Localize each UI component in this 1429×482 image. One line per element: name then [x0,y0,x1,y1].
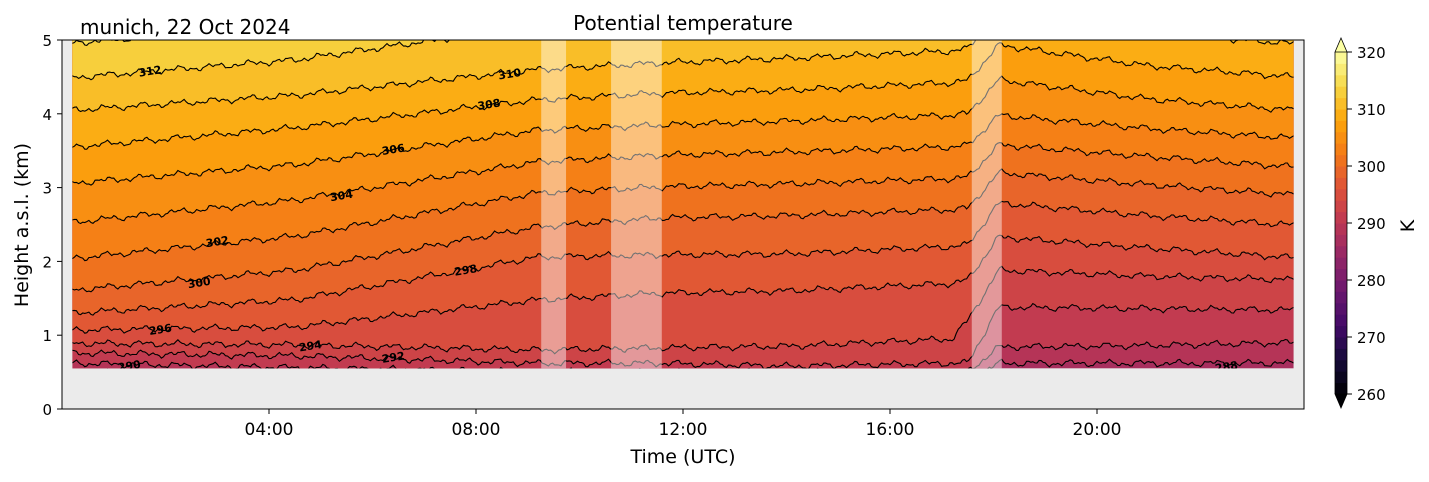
colorbar-segment [1335,359,1347,372]
contour-line-306 [72,75,1294,186]
contour-line-294 [72,265,1294,355]
colorbar-tick-label: 280 [1357,272,1386,290]
colorbar-segment [1335,211,1347,224]
colorbar-tick-label: 320 [1357,44,1386,62]
contour-label: 304 [329,188,354,204]
colorbar-segment [1335,325,1347,338]
colorbar-segment [1335,314,1347,327]
missing-data-gap [971,40,1002,369]
y-tick-label: 4 [42,106,52,124]
contour-label: 312 [138,63,163,79]
colorbar-segment [1335,245,1347,258]
colorbar-segment [1335,97,1347,110]
contour-line-308 [72,42,1294,150]
colorbar-segment [1335,223,1347,235]
contour-line-290 [72,338,1294,369]
y-tick-label: 2 [42,253,52,271]
contour-label: 302 [205,234,230,250]
band-above-310 [72,40,1294,112]
colorbar-tick-label: 260 [1357,386,1386,404]
colorbar-tick-label: 270 [1357,329,1386,347]
missing-data-gap [611,40,662,369]
colorbar-segment [1335,154,1347,167]
y-axis-label: Height a.s.l. (km) [11,143,33,307]
contour-line-292 [72,302,1294,369]
x-tick-label: 16:00 [866,420,915,440]
x-tick-label: 08:00 [452,420,501,440]
contour-label: 292 [381,349,406,365]
contour-line-302 [72,142,1294,262]
colorbar-segment [1335,177,1347,190]
x-tick-label: 04:00 [245,420,294,440]
x-tick-label: 20:00 [1073,420,1122,440]
chart-subtitle: munich, 22 Oct 2024 [80,15,290,39]
contour-line-298 [72,200,1294,316]
colorbar-segment [1335,86,1347,99]
data-field: 312 310 308 306 304 302 300 298 296 294 292 290 288 [72,40,1294,375]
contour-label: 288 [1214,359,1239,375]
colorbar-segment [1335,382,1347,395]
colorbar-segment [1335,109,1347,121]
contour-line-304 [72,113,1294,225]
colorbar-segment [1335,291,1347,304]
contour-label: 298 [453,262,478,278]
colorbar-segment [1335,52,1347,64]
band-above-312 [72,40,450,80]
y-tick-label: 3 [42,180,52,198]
contour-line-296 [72,234,1294,334]
colorbar-tick-label: 300 [1357,158,1386,176]
contour-label: 306 [381,141,406,157]
x-axis-label: Time (UTC) [629,446,735,468]
colorbar-segment [1335,63,1347,76]
contour-label: 294 [298,338,323,354]
y-tick-label: 1 [42,327,52,345]
colorbar-extend-max [1334,36,1348,53]
colorbar-segment [1335,120,1347,133]
band-above-314 [72,40,131,46]
colorbar-segment [1335,200,1347,213]
contour-line-312 [72,40,451,81]
colorbar-tick-label: 310 [1357,101,1386,119]
y-tick-label: 5 [42,32,52,50]
colorbar-segment [1335,280,1347,292]
contour-label: 296 [148,322,173,338]
x-tick-label: 12:00 [659,420,708,440]
contour-label: 290 [117,358,142,374]
colorbar-segment [1335,131,1347,144]
contour-label: 310 [497,66,522,82]
colorbar-segment [1335,371,1347,384]
contour-line-300 [72,168,1294,293]
contour-line-310 [72,40,1294,113]
colorbar-label: K [1397,219,1419,232]
colorbar-segment [1335,188,1347,201]
colorbar: 260 270 280 290 300 310 320 [1334,36,1386,410]
colorbar-segment [1335,143,1347,156]
missing-data-gap [541,40,567,369]
contour-label: 308 [477,96,502,112]
colorbar-segment [1335,337,1347,349]
colorbar-segment [1335,257,1347,270]
colorbar-tick-label: 290 [1357,215,1386,233]
colorbar-extend-min [1334,393,1348,410]
colorbar-segment [1335,234,1347,247]
colorbar-segment [1335,302,1347,315]
contour-label: 300 [187,275,212,291]
colorbar-segment [1335,268,1347,281]
contour-line-288 [107,358,1294,369]
colorbar-segment [1335,348,1347,361]
y-tick-label: 0 [42,401,52,419]
chart-title: Potential temperature [573,11,793,35]
colorbar-segment [1335,166,1347,178]
colorbar-segment [1335,74,1347,87]
